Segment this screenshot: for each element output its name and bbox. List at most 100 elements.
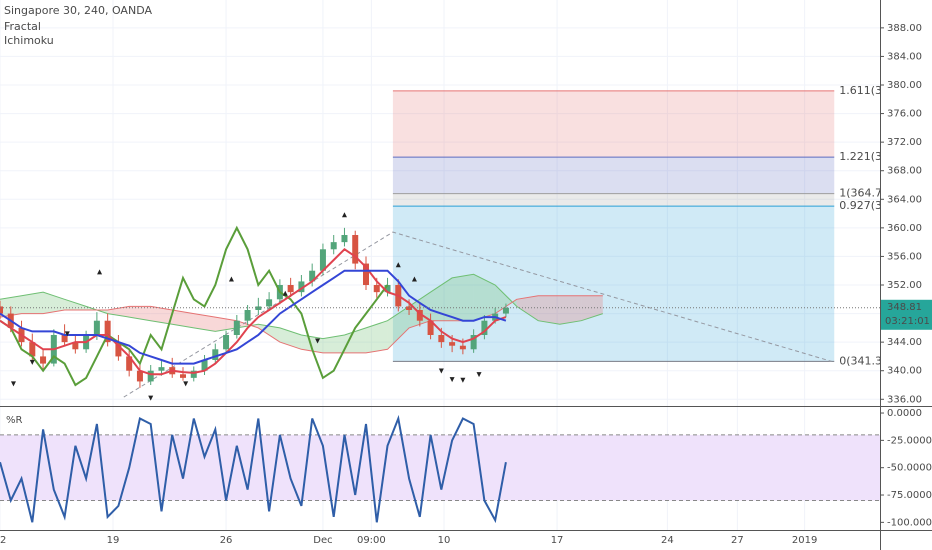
cloud-segment <box>387 306 410 350</box>
fractal-down <box>148 395 154 401</box>
y-tick-label: 340.00 <box>887 366 922 377</box>
candle-body <box>93 320 100 335</box>
candle-body <box>179 374 186 378</box>
fib-label: 1.611(37 <box>839 84 889 97</box>
y-tick-label: 336.00 <box>887 394 922 405</box>
candle-body <box>470 335 477 350</box>
y-tick-label: 380.00 <box>887 80 922 91</box>
cloud-segment <box>452 274 474 321</box>
senkou-a <box>0 273 603 340</box>
candle-body <box>126 356 133 371</box>
candle-body <box>147 370 154 382</box>
y-tick-label: 364.00 <box>887 194 922 205</box>
y-tick-label: 376.00 <box>887 109 922 120</box>
senkou-b <box>0 295 603 354</box>
x-tick-label: 09:00 <box>357 535 386 546</box>
candle-body <box>330 242 337 250</box>
candle-body <box>40 356 47 364</box>
candle-body <box>416 310 423 321</box>
countdown-label: 03:21:01 <box>885 316 930 327</box>
candle-body <box>212 349 219 360</box>
y-tick-label: 360.00 <box>887 223 922 234</box>
candle-body <box>481 320 488 335</box>
cloud-segment <box>215 317 237 332</box>
pane-title: %R <box>6 415 23 426</box>
x-tick-label: 19 <box>107 535 120 546</box>
candle-body <box>459 345 466 350</box>
series-line <box>0 414 507 524</box>
x-tick-label: 10 <box>438 535 451 546</box>
fractal-down <box>438 368 444 374</box>
x-tick-label: 27 <box>731 535 744 546</box>
fib-label: 0(341.31 <box>839 354 889 367</box>
y-tick-label: 0.0000 <box>887 408 922 419</box>
fractal-up <box>282 290 288 296</box>
candle-body <box>362 263 369 285</box>
candle-body <box>244 310 251 321</box>
fib-band <box>392 157 835 194</box>
candle-body <box>190 370 197 378</box>
kijun-line <box>0 269 507 365</box>
fractal-up <box>395 262 401 268</box>
candle-body <box>309 270 316 282</box>
candle-body <box>406 306 413 310</box>
plot-area: 1.611(37 1.221(36 1(364.790.927(36 0(341.31 <box>0 0 889 530</box>
y-tick-label: 368.00 <box>887 166 922 177</box>
fractal-down <box>29 359 35 365</box>
candle-body <box>136 370 143 382</box>
fractal-down <box>460 377 466 383</box>
fib-label: 1(364.79 <box>839 187 889 200</box>
chart-title: Singapore 30, 240, OANDA <box>4 4 152 17</box>
fractal-up <box>97 269 103 275</box>
candle-body <box>223 335 230 350</box>
fib-band <box>392 206 835 362</box>
fractal-down <box>10 381 16 387</box>
fractal-down <box>64 331 70 337</box>
candle-body <box>104 320 111 343</box>
band-fill <box>0 434 880 501</box>
x-tick-label: 17 <box>551 535 564 546</box>
cloud-segment <box>172 310 194 328</box>
fib-band <box>392 193 835 207</box>
candle-body <box>61 335 68 343</box>
fractal-down <box>476 372 482 378</box>
cloud-segment <box>495 285 517 314</box>
y-tick-label: 356.00 <box>887 251 922 262</box>
x-tick-label: 2019 <box>792 535 817 546</box>
indicator-label: Fractal <box>4 20 41 33</box>
y-tick-label: -25.0000 <box>887 435 932 446</box>
cloud-segment <box>193 313 216 332</box>
candle-body <box>352 235 359 264</box>
trend-line <box>123 231 832 398</box>
candle-body <box>438 335 445 343</box>
y-tick-label: -50.0000 <box>887 463 932 474</box>
cloud-segment <box>21 292 44 314</box>
y-tick-label: -100.0000 <box>887 517 932 528</box>
cloud-segment <box>150 306 173 325</box>
indicator-label: Ichimoku <box>4 34 54 47</box>
y-tick-label: 352.00 <box>887 280 922 291</box>
candle-body <box>341 235 348 243</box>
cloud-segment <box>559 295 582 325</box>
y-tick-label: 388.00 <box>887 23 922 34</box>
tenkan-line <box>0 248 507 376</box>
candle-body <box>427 320 434 335</box>
cloud-segment <box>538 295 560 325</box>
cloud-segment <box>473 274 496 321</box>
fractal-up <box>411 276 417 282</box>
fractal-down <box>449 377 455 383</box>
y-tick-label: 372.00 <box>887 137 922 148</box>
cloud-segment <box>581 295 603 321</box>
candle-body <box>29 342 36 357</box>
candle-body <box>266 299 273 307</box>
candle-body <box>373 285 380 293</box>
cloud-segment <box>516 295 539 321</box>
fractal-up <box>341 212 347 218</box>
candle-body <box>287 285 294 293</box>
cloud-segment <box>322 335 345 353</box>
candle-body <box>72 342 79 350</box>
fib-label: 1.221(36 <box>839 150 889 163</box>
candle-body <box>319 249 326 271</box>
fractal-down <box>315 338 321 344</box>
